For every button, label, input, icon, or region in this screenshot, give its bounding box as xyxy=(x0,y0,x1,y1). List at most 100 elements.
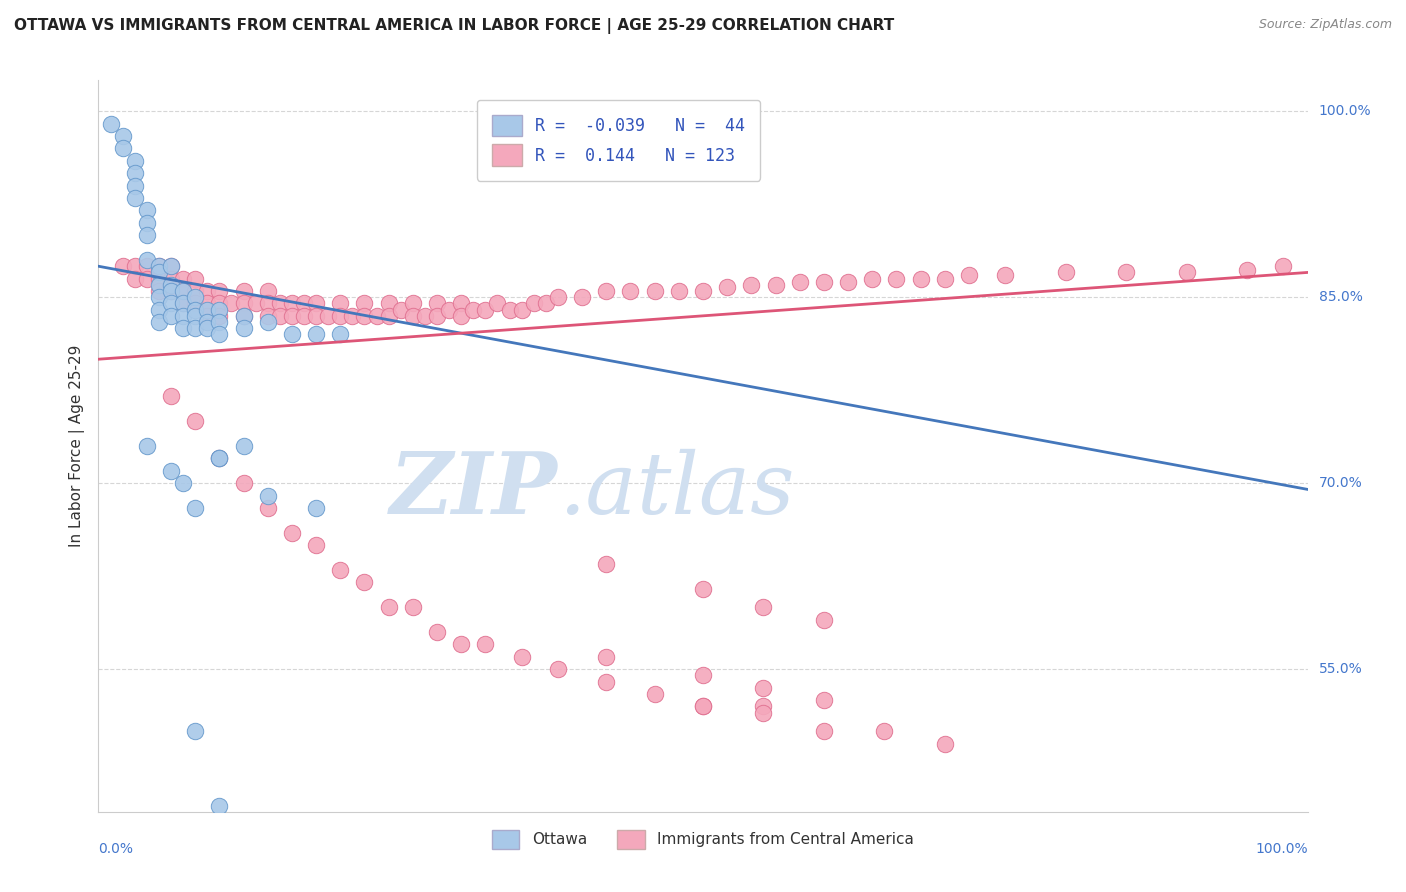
Point xyxy=(329,309,352,323)
Point xyxy=(281,327,304,342)
Point xyxy=(172,296,194,310)
Text: .atlas: .atlas xyxy=(558,449,794,532)
Point xyxy=(450,309,472,323)
Point xyxy=(148,265,170,279)
Point xyxy=(208,451,231,466)
Point xyxy=(1175,265,1198,279)
Point xyxy=(111,141,134,155)
Point xyxy=(195,315,218,329)
Point xyxy=(172,296,194,310)
Point xyxy=(160,309,183,323)
Point xyxy=(305,500,328,515)
Point xyxy=(256,500,278,515)
Point xyxy=(148,271,170,285)
Point xyxy=(232,476,254,491)
Point xyxy=(353,309,375,323)
Point xyxy=(437,302,460,317)
Point xyxy=(208,296,231,310)
Point xyxy=(256,284,278,298)
Point xyxy=(740,277,762,292)
Point xyxy=(765,277,787,292)
Point xyxy=(644,284,666,298)
Point xyxy=(619,284,641,298)
Point xyxy=(692,582,714,596)
Point xyxy=(595,674,617,689)
Point xyxy=(752,706,775,720)
Point xyxy=(692,699,714,714)
Point xyxy=(316,309,339,323)
Point xyxy=(463,302,485,317)
Point xyxy=(644,687,666,701)
Point xyxy=(232,321,254,335)
Point xyxy=(595,284,617,298)
Point xyxy=(994,268,1017,282)
Point xyxy=(281,296,304,310)
Point xyxy=(124,191,146,205)
Point xyxy=(366,309,388,323)
Point xyxy=(547,290,569,304)
Point xyxy=(305,296,328,310)
Point xyxy=(377,600,399,615)
Point xyxy=(402,309,425,323)
Point xyxy=(232,296,254,310)
Point xyxy=(547,662,569,676)
Point xyxy=(148,290,170,304)
Point xyxy=(413,309,436,323)
Point xyxy=(813,724,835,739)
Point xyxy=(752,699,775,714)
Legend: Ottawa, Immigrants from Central America: Ottawa, Immigrants from Central America xyxy=(486,823,920,855)
Text: ZIP: ZIP xyxy=(389,448,558,532)
Text: 0.0%: 0.0% xyxy=(98,842,134,856)
Point xyxy=(292,309,315,323)
Point xyxy=(716,280,738,294)
Point xyxy=(256,315,278,329)
Point xyxy=(124,153,146,168)
Point xyxy=(172,321,194,335)
Point xyxy=(232,284,254,298)
Point xyxy=(195,284,218,298)
Point xyxy=(195,321,218,335)
Point xyxy=(534,296,557,310)
Point xyxy=(184,284,207,298)
Point xyxy=(208,798,231,813)
Point xyxy=(305,538,328,552)
Point xyxy=(789,276,811,290)
Point xyxy=(172,284,194,298)
Point xyxy=(148,259,170,273)
Point xyxy=(595,649,617,664)
Point xyxy=(124,259,146,273)
Point xyxy=(135,439,157,453)
Point xyxy=(1115,265,1137,279)
Point xyxy=(208,284,231,298)
Point xyxy=(148,259,170,273)
Point xyxy=(184,290,207,304)
Point xyxy=(184,302,207,317)
Point xyxy=(184,296,207,310)
Point xyxy=(377,296,399,310)
Point xyxy=(160,259,183,273)
Point xyxy=(450,637,472,651)
Point xyxy=(256,489,278,503)
Point xyxy=(135,271,157,285)
Point xyxy=(752,600,775,615)
Point xyxy=(124,166,146,180)
Point xyxy=(668,284,690,298)
Point xyxy=(172,476,194,491)
Point xyxy=(208,315,231,329)
Point xyxy=(498,302,520,317)
Point xyxy=(208,327,231,342)
Point xyxy=(184,321,207,335)
Point xyxy=(426,296,449,310)
Point xyxy=(281,309,304,323)
Point xyxy=(934,271,956,285)
Point xyxy=(208,302,231,317)
Text: OTTAWA VS IMMIGRANTS FROM CENTRAL AMERICA IN LABOR FORCE | AGE 25-29 CORRELATION: OTTAWA VS IMMIGRANTS FROM CENTRAL AMERIC… xyxy=(14,18,894,34)
Point xyxy=(692,284,714,298)
Point xyxy=(269,296,291,310)
Point xyxy=(389,302,412,317)
Point xyxy=(377,309,399,323)
Point xyxy=(474,637,496,651)
Point xyxy=(172,271,194,285)
Point xyxy=(837,276,859,290)
Point xyxy=(450,296,472,310)
